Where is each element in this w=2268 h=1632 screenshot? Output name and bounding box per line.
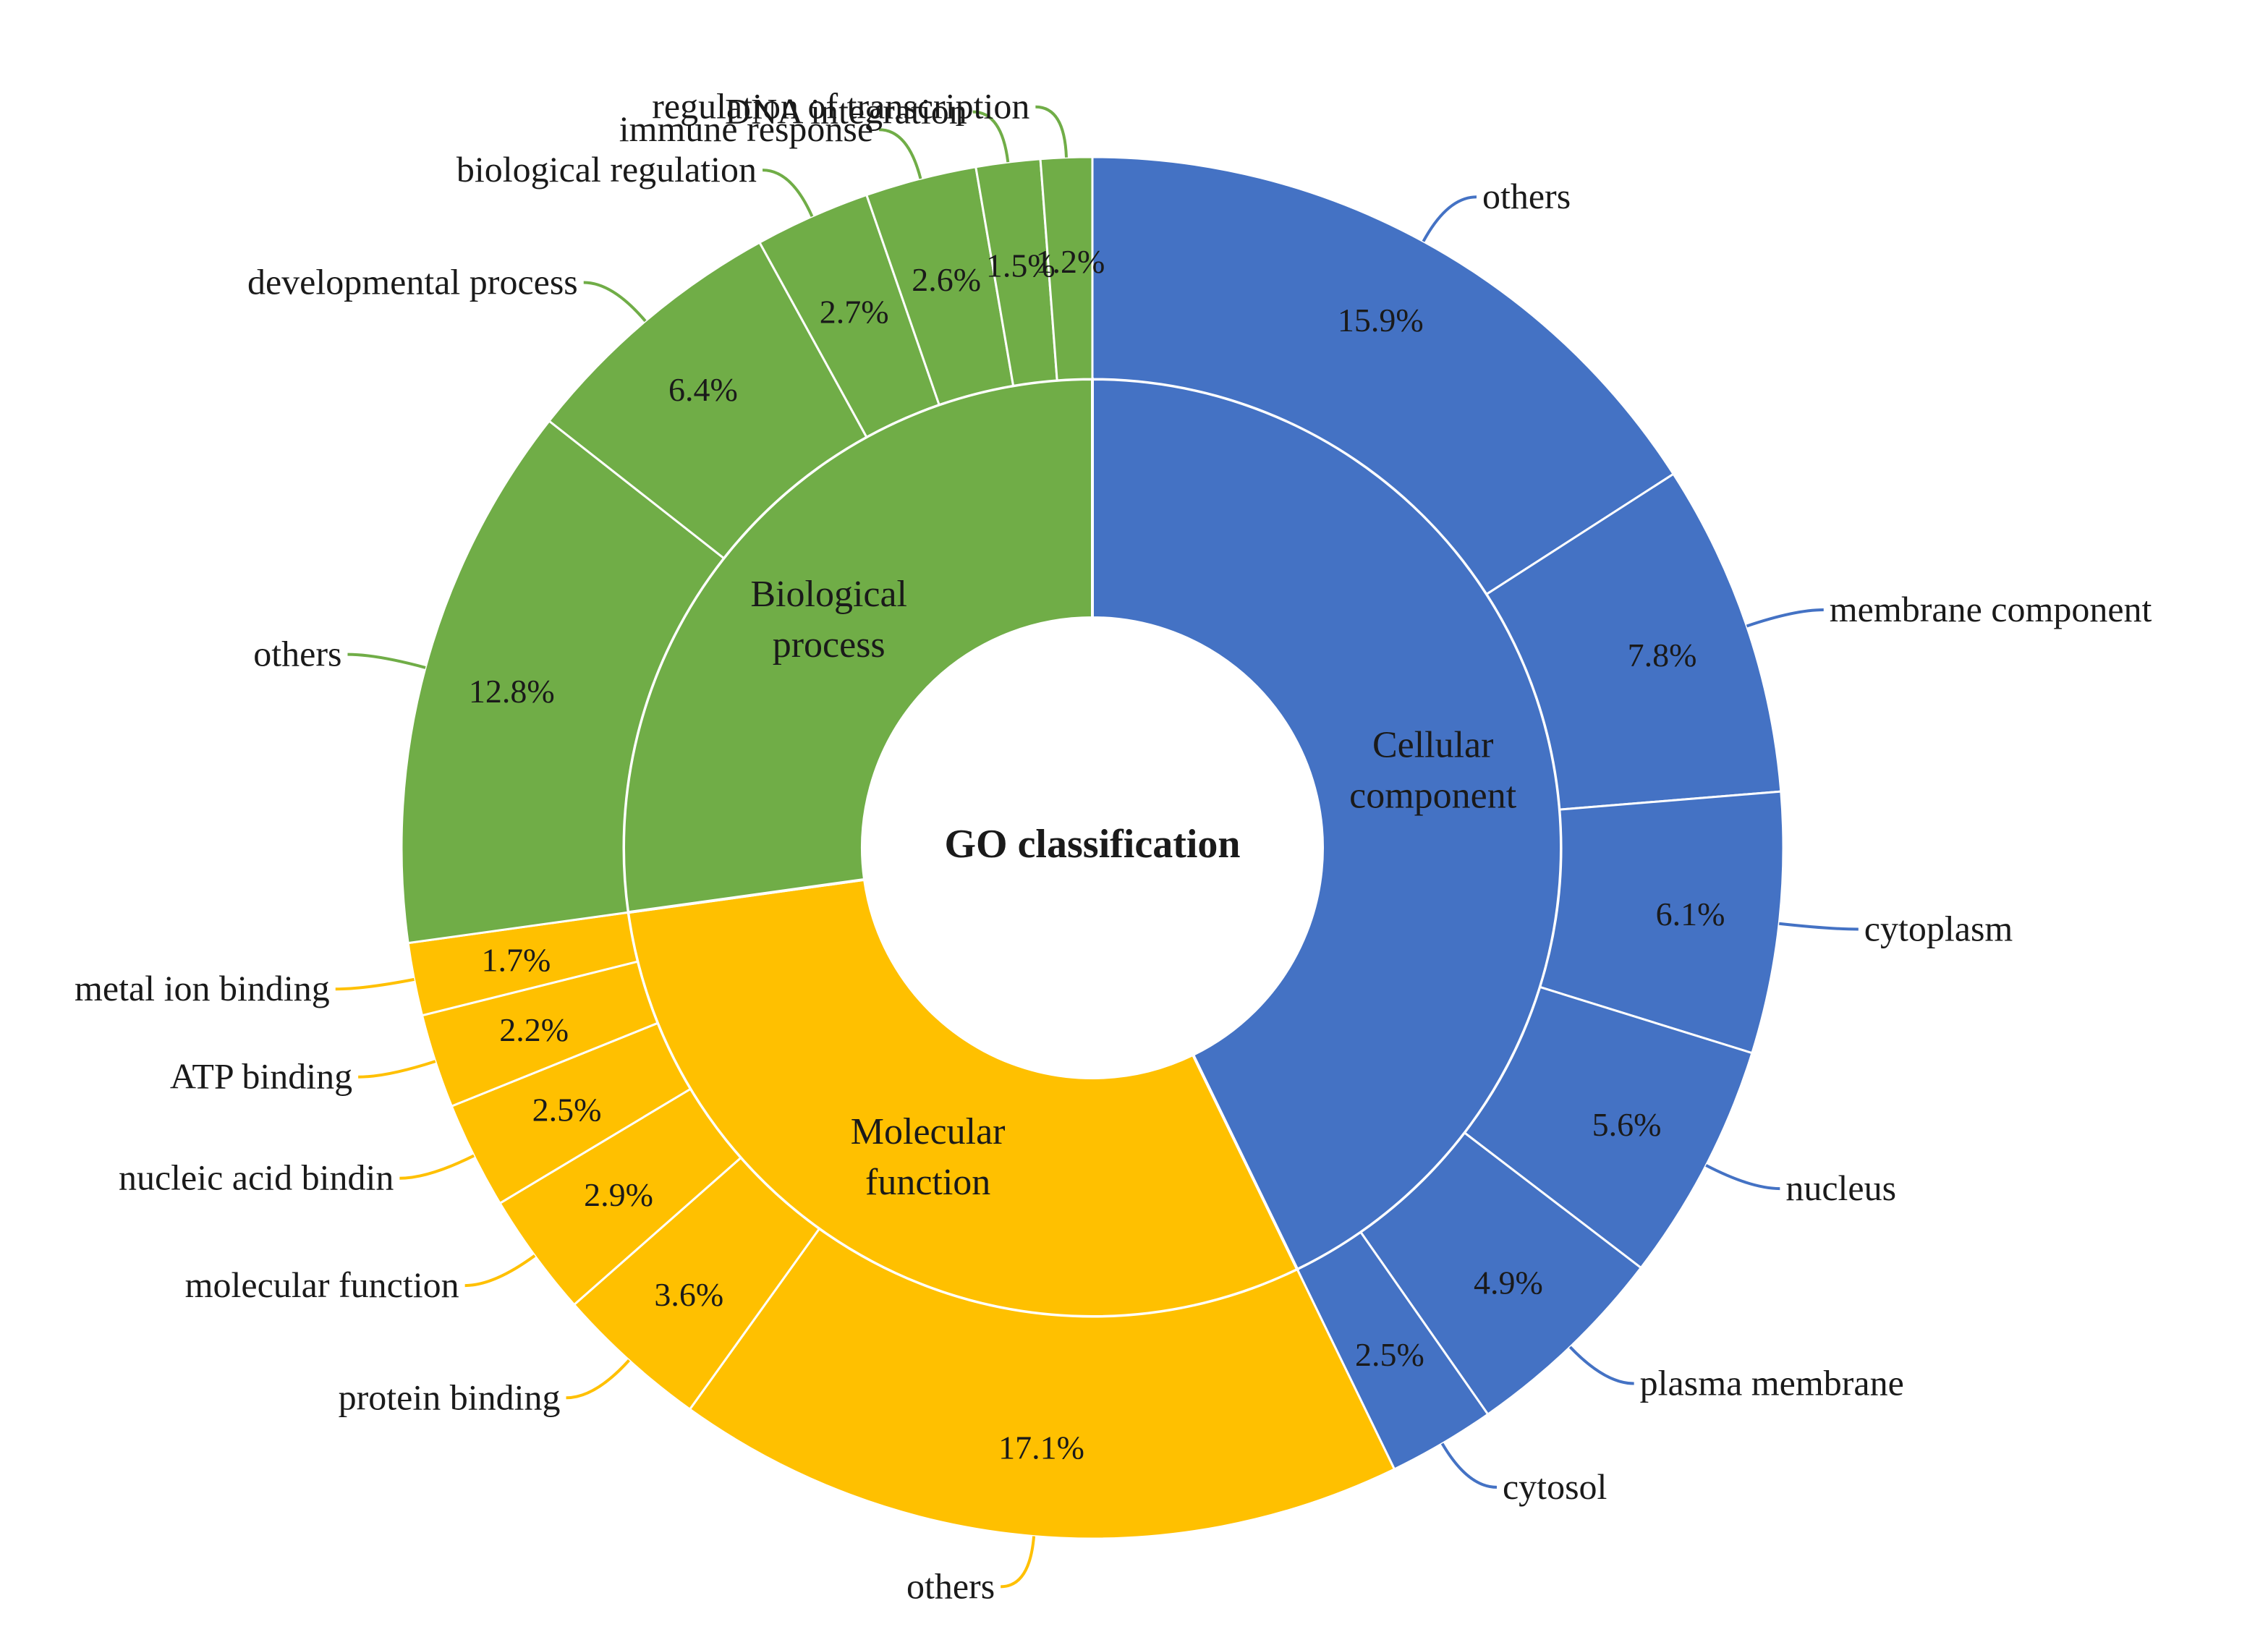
category-label-cellular-component-cytoplasm: cytoplasm xyxy=(1864,908,2013,948)
leader-line-molecular-function-protein-binding xyxy=(566,1359,630,1400)
category-label-molecular-function-molecular-function: molecular function xyxy=(185,1265,459,1305)
pct-label-cellular-component-others: 15.9% xyxy=(1338,302,1424,339)
pct-label-cellular-component-cytosol: 2.5% xyxy=(1355,1336,1424,1373)
leader-line-cellular-component-plasma-membrane xyxy=(1568,1346,1634,1385)
leader-line-biological-process-biological-regulation xyxy=(763,169,814,217)
category-label-biological-process-dna-integration: DNA integration xyxy=(725,91,967,132)
category-label-molecular-function-metal-ion-binding: metal ion binding xyxy=(75,968,330,1008)
outer-segment-cellular-component-others xyxy=(1091,156,1675,596)
leader-line-biological-process-immune-response xyxy=(879,128,922,179)
category-label-cellular-component-membrane-component: membrane component xyxy=(1830,589,2152,629)
leader-line-molecular-function-atp-binding xyxy=(358,1060,436,1079)
leader-line-biological-process-regulation-of-transcription xyxy=(1035,105,1069,158)
leader-line-cellular-component-nucleus xyxy=(1705,1164,1780,1191)
category-label-biological-process-others: others xyxy=(253,634,341,674)
leader-line-biological-process-dna-integration xyxy=(972,110,1010,163)
pct-label-biological-process-developmental-process: 6.4% xyxy=(668,371,738,408)
leader-line-biological-process-developmental-process xyxy=(583,281,647,323)
category-label-biological-process-biological-regulation: biological regulation xyxy=(456,149,757,190)
pct-label-cellular-component-plasma-membrane: 4.9% xyxy=(1474,1265,1543,1301)
pct-label-molecular-function-metal-ion-binding: 1.7% xyxy=(481,942,551,979)
pct-label-cellular-component-nucleus: 5.6% xyxy=(1592,1106,1662,1143)
group-label-biological-process: Biological process xyxy=(750,574,907,666)
category-label-molecular-function-nucleic-acid-bindin: nucleic acid bindin xyxy=(119,1157,394,1198)
category-label-molecular-function-atp-binding: ATP binding xyxy=(170,1056,352,1097)
outer-segment-biological-process-others xyxy=(400,419,726,945)
category-label-cellular-component-plasma-membrane: plasma membrane xyxy=(1640,1363,1904,1403)
pct-label-molecular-function-atp-binding: 2.2% xyxy=(499,1011,569,1048)
group-label-line: function xyxy=(865,1162,990,1203)
category-label-biological-process-immune-response: immune response xyxy=(619,109,873,149)
leader-line-molecular-function-molecular-function xyxy=(464,1254,536,1288)
group-label-cellular-component: Cellular component xyxy=(1349,725,1517,817)
category-label-biological-process-developmental-process: developmental process xyxy=(247,261,578,302)
pct-label-molecular-function-others: 17.1% xyxy=(998,1429,1084,1466)
category-label-cellular-component-nucleus: nucleus xyxy=(1785,1168,1896,1208)
pct-label-biological-process-others: 12.8% xyxy=(469,673,555,710)
category-label-biological-process-regulation-of-transcription: regulation of transcription xyxy=(652,86,1029,127)
pct-label-biological-process-biological-regulation: 2.7% xyxy=(820,293,889,330)
group-label-line: Molecular xyxy=(851,1111,1006,1152)
pct-label-cellular-component-cytoplasm: 6.1% xyxy=(1656,896,1725,932)
leader-line-cellular-component-membrane-component xyxy=(1746,608,1824,628)
pct-label-biological-process-regulation-of-transcription: 1.2% xyxy=(1036,243,1105,280)
category-label-cellular-component-cytosol: cytosol xyxy=(1503,1466,1607,1507)
outer-segment-molecular-function-others xyxy=(688,1227,1396,1540)
category-label-cellular-component-others: others xyxy=(1482,176,1571,216)
pct-label-biological-process-dna-integration: 1.5% xyxy=(986,247,1056,284)
leader-line-molecular-function-nucleic-acid-bindin xyxy=(399,1154,475,1180)
leader-line-molecular-function-metal-ion-binding xyxy=(335,977,415,991)
group-label-line: Cellular xyxy=(1372,725,1494,766)
leader-line-molecular-function-others xyxy=(1001,1536,1036,1589)
group-label-line: Biological xyxy=(750,574,907,615)
center-hole xyxy=(862,618,1322,1078)
group-label-molecular-function: Molecular function xyxy=(851,1111,1006,1203)
pct-label-molecular-function-nucleic-acid-bindin: 2.5% xyxy=(532,1092,602,1129)
leader-line-cellular-component-cytoplasm xyxy=(1779,922,1859,931)
leader-line-cellular-component-others xyxy=(1422,195,1477,242)
pct-label-molecular-function-protein-binding: 3.6% xyxy=(654,1276,723,1313)
leader-line-cellular-component-cytosol xyxy=(1440,1442,1498,1489)
group-label-line: process xyxy=(773,624,885,666)
chart-title: GO classification xyxy=(944,822,1240,867)
leader-line-biological-process-others xyxy=(347,653,426,669)
pct-label-cellular-component-membrane-component: 7.8% xyxy=(1628,637,1697,673)
category-label-molecular-function-protein-binding: protein binding xyxy=(339,1377,561,1417)
group-label-line: component xyxy=(1349,775,1517,817)
pct-label-molecular-function-molecular-function: 2.9% xyxy=(584,1176,653,1213)
pct-label-biological-process-immune-response: 2.6% xyxy=(912,261,981,298)
category-label-molecular-function-others: others xyxy=(906,1565,995,1606)
outer-segment-biological-process-regulation-of-transcription xyxy=(1039,156,1094,382)
